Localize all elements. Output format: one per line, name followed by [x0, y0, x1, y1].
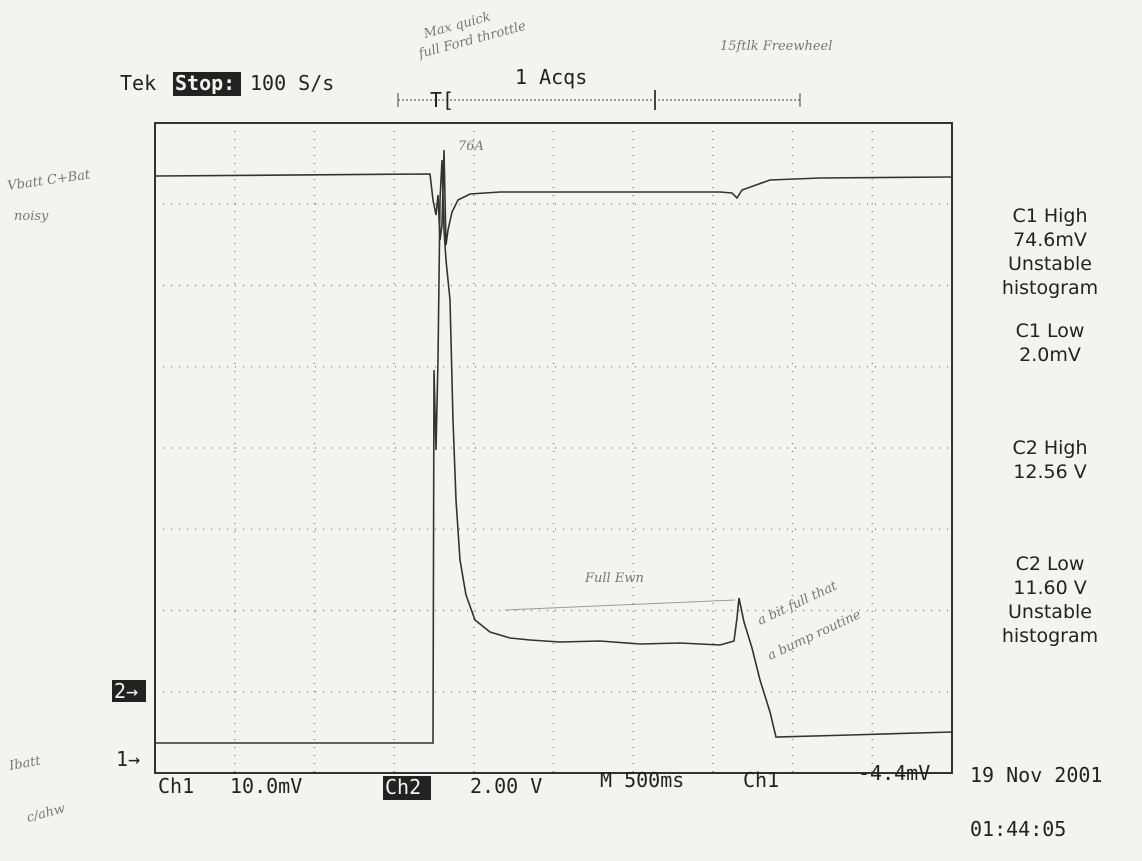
brand: Tek [120, 71, 156, 95]
trigger-level: -4.4mV [858, 761, 930, 785]
acquisitions: 1 Acqs [515, 65, 587, 89]
measurement-text: histogram [1002, 625, 1098, 647]
trigger-marker: T[ [430, 88, 454, 112]
measurement-text: C2 Low [1016, 553, 1085, 575]
note: 76A [458, 139, 484, 154]
trigger-source: Ch1 [743, 768, 779, 792]
measurement-text: 12.56 V [1013, 461, 1086, 483]
ch1-marker: 1→ [116, 747, 140, 771]
ch2-scale: 2.00 V [470, 774, 542, 798]
measurement-text: C2 High [1012, 437, 1087, 459]
note-line [504, 599, 736, 611]
state: Stop: [175, 71, 235, 95]
measurement-text: C1 Low [1016, 320, 1085, 342]
note: Ibatt [7, 754, 43, 775]
measurement-text: Unstable [1008, 601, 1092, 623]
measurement-text: histogram [1002, 277, 1098, 299]
note: Full Ewn [584, 571, 644, 586]
timebase: M 500ms [600, 768, 684, 792]
graticule-frame [154, 122, 953, 774]
measurement-text: 74.6mV [1013, 229, 1087, 251]
time: 01:44:05 [970, 817, 1066, 841]
note: noisy [14, 209, 49, 224]
ch2-trace [154, 149, 953, 246]
measurement-text: 11.60 V [1013, 577, 1086, 599]
graticule [155, 123, 952, 773]
ch2-marker-box [112, 680, 146, 702]
date: 19 Nov 2001 [970, 763, 1102, 787]
ch2-box [383, 776, 431, 800]
ch1-trace [155, 159, 953, 744]
ch1-scale: 10.0mV [230, 774, 302, 798]
measurement-text: C1 High [1012, 205, 1087, 227]
note: 15ftlk Freewheel [720, 39, 832, 54]
ch2-marker: 2→ [114, 679, 138, 703]
ch2-label: Ch2 [385, 775, 421, 799]
state-box [173, 72, 241, 96]
ch1-label: Ch1 [158, 774, 194, 798]
sample-rate: 100 S/s [250, 71, 334, 95]
measurement-text: Unstable [1008, 253, 1092, 275]
measurement-text: 2.0mV [1019, 344, 1081, 366]
